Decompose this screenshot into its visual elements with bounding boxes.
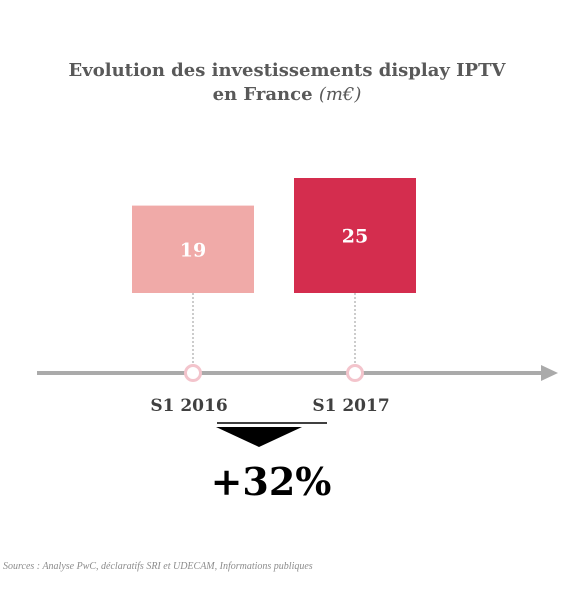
bar-1	[132, 205, 254, 293]
axis-marker-1	[184, 364, 202, 382]
chart-unit: (m€)	[318, 84, 362, 105]
bar-2	[294, 178, 416, 293]
category-label-1: S1 2016	[150, 396, 227, 416]
chart-title: Evolution des investissements display IP…	[68, 60, 506, 81]
change-percent-label: +32%	[211, 459, 332, 504]
axis-marker-2	[346, 364, 364, 382]
down-arrow-icon	[216, 427, 302, 447]
source-note: Sources : Analyse PwC, déclaratifs SRI e…	[3, 561, 313, 572]
chart-subtitle: en France (m€)	[0, 83, 574, 107]
axis-arrow-icon	[541, 365, 558, 381]
chart-subtitle-text: en France	[212, 84, 313, 105]
category-label-2: S1 2017	[312, 396, 389, 416]
bar-value-label-2: 25	[342, 226, 368, 248]
bar-value-label-1: 19	[180, 239, 206, 261]
